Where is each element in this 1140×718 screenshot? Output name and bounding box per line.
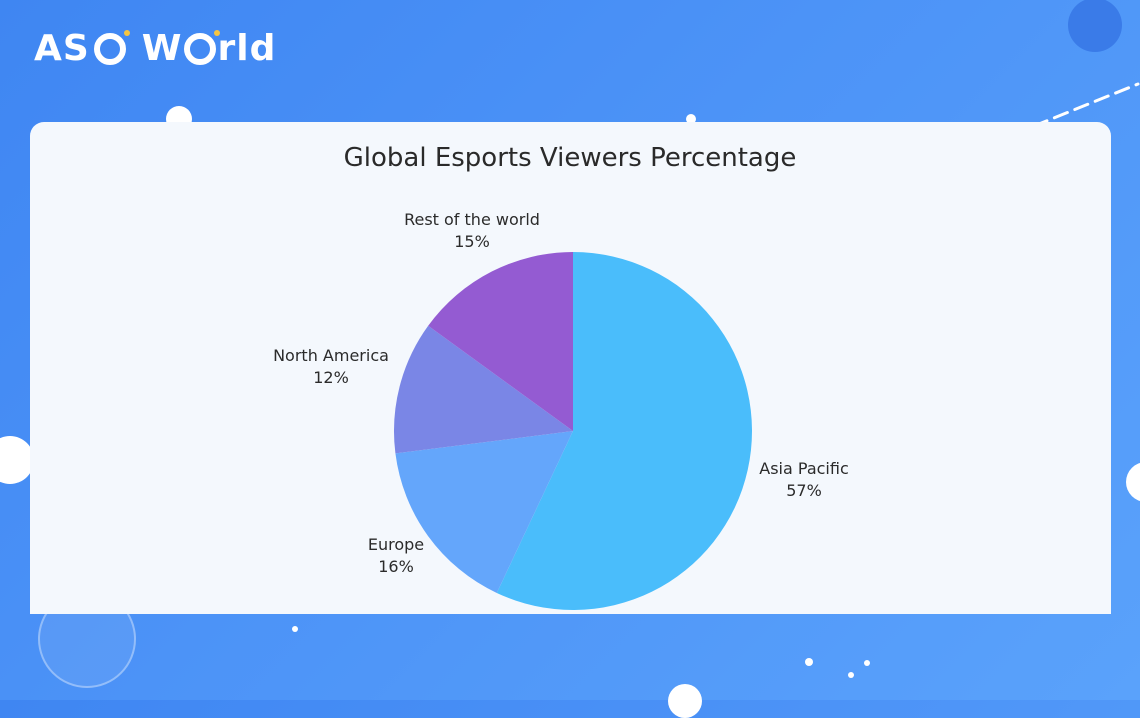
slice-value-label: 15% bbox=[454, 232, 490, 251]
decor-dashed-line bbox=[1032, 82, 1140, 128]
decor-dot bbox=[848, 672, 854, 678]
logo-o-icon bbox=[183, 30, 220, 65]
slice-label: Asia Pacific bbox=[759, 459, 848, 478]
logo-o-icon bbox=[93, 30, 130, 65]
decor-dot bbox=[686, 114, 696, 124]
pie-chart: Asia Pacific 57% Europe 16% North America 12%… bbox=[273, 210, 849, 610]
pie-slice-north-america bbox=[393, 325, 573, 454]
chart-title: Global Esports Viewers Percentage bbox=[343, 143, 797, 173]
logo-text-part2: W bbox=[141, 27, 183, 69]
decor-dot bbox=[292, 626, 298, 632]
decor-dot bbox=[1126, 462, 1140, 502]
pie-slice-rest-of-the-world bbox=[428, 252, 573, 431]
decor-circle-top-right bbox=[1068, 0, 1122, 52]
pie-slice-asia-pacific bbox=[496, 252, 752, 610]
slice-value-label: 12% bbox=[313, 368, 349, 387]
slice-label: North America bbox=[273, 346, 389, 365]
pie-slice-europe bbox=[395, 431, 573, 593]
decor-dot bbox=[864, 660, 870, 666]
aso-world-logo[interactable]: AS W rld bbox=[34, 26, 276, 70]
slice-label: Europe bbox=[368, 535, 424, 554]
slice-label: Rest of the world bbox=[404, 210, 540, 229]
logo-text-part3: rld bbox=[217, 27, 277, 69]
decor-dot bbox=[805, 658, 813, 666]
slice-value-label: 16% bbox=[378, 557, 414, 576]
logo-text-part1: AS bbox=[34, 27, 90, 69]
slice-value-label: 57% bbox=[786, 481, 822, 500]
